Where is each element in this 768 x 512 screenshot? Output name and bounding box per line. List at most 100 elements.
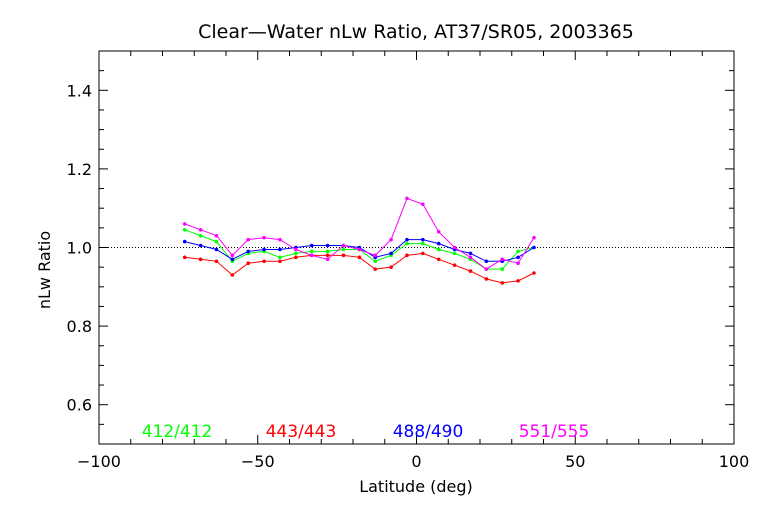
data-point <box>198 228 203 232</box>
data-point <box>500 267 505 271</box>
data-point <box>278 237 282 242</box>
data-point <box>309 243 314 248</box>
data-point <box>246 249 251 254</box>
data-point <box>436 241 441 246</box>
data-point <box>182 222 187 226</box>
x-tick-label: 50 <box>565 452 585 471</box>
y-tick-label: 1.2 <box>67 160 92 179</box>
data-point <box>214 233 219 238</box>
data-point <box>294 251 298 256</box>
data-point <box>325 249 330 254</box>
x-tick-label: 100 <box>719 452 750 471</box>
data-point <box>325 253 330 258</box>
data-point <box>436 229 441 234</box>
legend-label: 551/555 <box>519 422 590 442</box>
data-point <box>262 247 266 252</box>
data-point <box>436 247 441 252</box>
x-tick-label: 0 <box>411 452 421 471</box>
data-point <box>357 247 362 252</box>
data-point <box>468 255 473 260</box>
data-point <box>389 265 393 269</box>
data-point <box>405 237 409 242</box>
data-point <box>278 255 282 260</box>
data-point <box>309 253 314 258</box>
data-point <box>389 237 393 242</box>
series-443-443 <box>182 251 536 285</box>
data-point <box>294 255 298 260</box>
data-point <box>182 255 187 260</box>
y-tick-label: 1.4 <box>67 81 92 100</box>
data-point <box>532 235 536 240</box>
data-point <box>389 251 393 256</box>
data-point <box>373 267 378 271</box>
data-point <box>357 255 362 260</box>
legend-label: 412/412 <box>142 422 213 442</box>
data-point <box>182 239 187 244</box>
data-point <box>214 247 219 252</box>
data-point <box>452 251 457 256</box>
data-point <box>262 235 266 240</box>
data-point <box>405 196 409 201</box>
data-point <box>230 273 235 277</box>
x-tick-label: −50 <box>241 452 275 471</box>
data-point <box>516 261 520 266</box>
data-point <box>468 269 473 273</box>
data-point <box>246 237 251 242</box>
data-point <box>325 257 330 262</box>
data-point <box>468 251 473 256</box>
data-point <box>198 257 203 262</box>
y-tick-label: 0.8 <box>67 317 92 336</box>
y-tick-label: 1.0 <box>67 239 92 258</box>
data-point <box>198 233 203 238</box>
data-point <box>500 257 505 262</box>
data-point <box>325 243 330 248</box>
y-tick-label: 0.6 <box>67 396 92 415</box>
data-point <box>341 253 346 258</box>
data-point <box>405 241 409 246</box>
data-point <box>341 247 346 252</box>
x-tick-label: −100 <box>77 452 121 471</box>
data-point <box>532 245 536 250</box>
data-point <box>500 281 505 285</box>
data-point <box>230 253 235 258</box>
axis-ticks <box>98 51 735 444</box>
tick-labels: −100 −50 0 50 100 0.6 0.8 1.0 1.2 1.4 <box>67 81 750 471</box>
legend: 412/412 443/443 488/490 551/555 <box>142 422 590 442</box>
data-point <box>421 237 425 242</box>
data-point <box>182 228 187 232</box>
data-point <box>230 257 235 262</box>
data-point <box>532 271 536 275</box>
chart-title: Clear—Water nLw Ratio, AT37/SR05, 200336… <box>198 21 634 43</box>
data-point <box>278 247 282 252</box>
data-point <box>516 255 520 260</box>
data-point <box>341 243 346 248</box>
series-551-555 <box>182 196 536 271</box>
data-point <box>309 249 314 254</box>
data-point <box>421 202 425 207</box>
data-point <box>198 243 203 248</box>
data-point <box>452 263 457 267</box>
data-point <box>436 257 441 262</box>
data-point <box>421 241 425 246</box>
series-layer <box>182 196 536 285</box>
legend-label: 488/490 <box>393 422 464 442</box>
data-point <box>421 251 425 256</box>
plot-frame <box>98 50 735 445</box>
data-point <box>246 261 251 266</box>
data-point <box>452 245 457 250</box>
data-point <box>373 259 378 264</box>
data-point <box>262 259 266 264</box>
data-point <box>294 247 298 252</box>
data-point <box>516 279 520 283</box>
data-point <box>278 259 282 264</box>
data-point <box>484 259 489 264</box>
data-point <box>214 259 219 264</box>
legend-label: 443/443 <box>266 422 337 442</box>
x-axis-title: Latitude (deg) <box>359 477 473 496</box>
data-point <box>214 239 219 244</box>
data-point <box>373 253 378 258</box>
data-point <box>484 267 489 271</box>
y-axis-title: nLw Ratio <box>35 231 54 309</box>
data-point <box>484 277 489 281</box>
